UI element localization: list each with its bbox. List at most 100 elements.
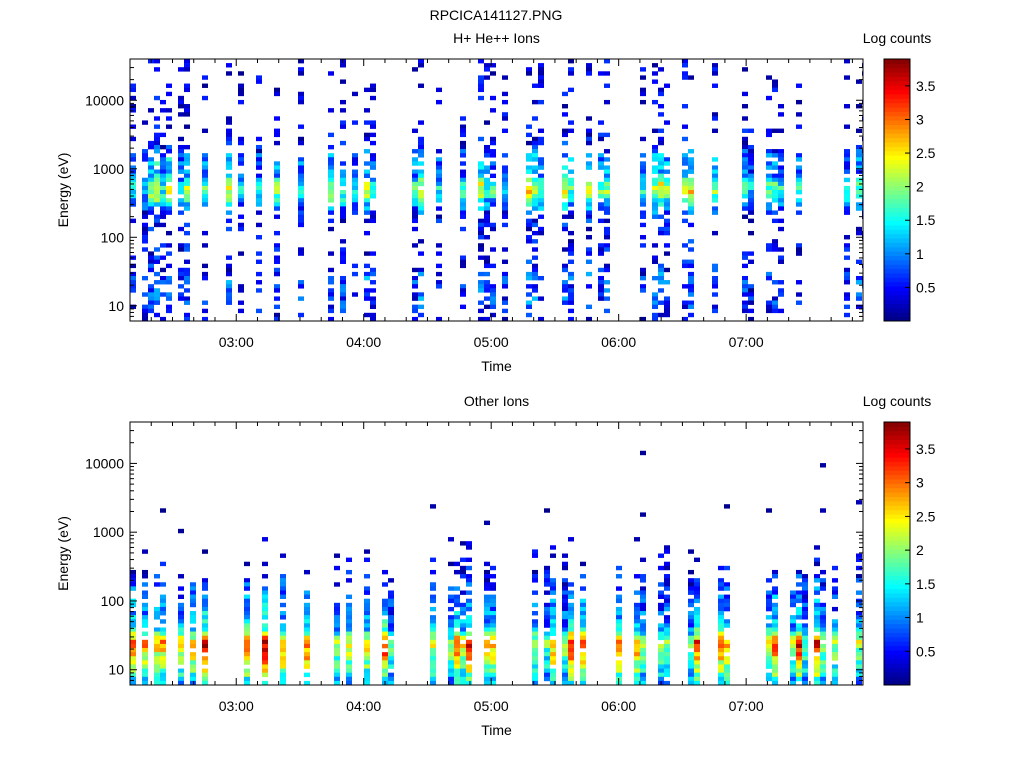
heatmap-cell — [532, 602, 538, 608]
heatmap-cell — [688, 271, 694, 277]
heatmap-cell — [772, 149, 778, 154]
heatmap-cell — [244, 623, 250, 628]
heatmap-cell — [532, 288, 538, 293]
heatmap-cell — [724, 602, 730, 608]
heatmap-cell — [130, 198, 136, 203]
heatmap-cell — [580, 680, 586, 686]
heatmap-cell — [778, 104, 784, 109]
heatmap-cell — [418, 267, 424, 273]
heatmap-cell — [688, 247, 694, 252]
heatmap-cell — [382, 668, 388, 673]
heatmap-cell — [418, 271, 424, 277]
heatmap-cell — [856, 652, 862, 657]
heatmap-cell — [418, 251, 424, 256]
heatmap-cell — [544, 668, 550, 673]
heatmap-cell — [586, 218, 592, 224]
heatmap-cell — [142, 230, 148, 236]
heatmap-cell — [148, 144, 154, 150]
heatmap-cell — [538, 75, 544, 80]
colorbar-swatch — [884, 483, 910, 489]
heatmap-cell — [562, 623, 568, 628]
heatmap-cell — [790, 652, 796, 657]
heatmap-cell — [334, 619, 340, 624]
heatmap-cell — [238, 202, 244, 207]
heatmap-cell — [226, 63, 232, 68]
heatmap-cell — [160, 627, 166, 632]
heatmap-cell — [388, 615, 394, 620]
heatmap-cell — [160, 680, 166, 686]
heatmap-cell — [364, 136, 370, 142]
heatmap-cell — [328, 251, 334, 256]
colorbar-swatch — [884, 535, 910, 541]
heatmap-cell — [766, 173, 772, 179]
heatmap-cell — [844, 267, 850, 273]
colorbar-swatch — [884, 281, 910, 287]
heatmap-cell — [772, 656, 778, 661]
heatmap-cell — [568, 169, 574, 174]
heatmap-cell — [262, 656, 268, 661]
figure-file-title: RPCICA141127.PNG — [430, 7, 563, 23]
heatmap-cell — [856, 280, 862, 285]
heatmap-cell — [226, 177, 232, 183]
heatmap-cell — [190, 635, 196, 641]
heatmap-cell — [664, 549, 670, 554]
heatmap-cell — [346, 615, 352, 620]
heatmap-cell — [742, 161, 748, 166]
heatmap-cell — [274, 296, 280, 301]
heatmap-cell — [652, 214, 658, 219]
heatmap-cell — [226, 153, 232, 158]
heatmap-cell — [856, 643, 862, 649]
plot-area — [130, 422, 863, 685]
heatmap-cell — [178, 99, 184, 105]
heatmap-cell — [202, 643, 208, 649]
heatmap-cell — [490, 190, 496, 195]
plot-frame — [129, 58, 864, 322]
heatmap-cell — [274, 91, 280, 97]
heatmap-cell — [364, 292, 370, 297]
heatmap-cell — [802, 648, 808, 653]
heatmap-cell — [466, 565, 472, 571]
heatmap-cell — [490, 594, 496, 599]
heatmap-cell — [460, 149, 466, 154]
heatmap-cell — [142, 631, 148, 636]
heatmap-cell — [328, 71, 334, 76]
heatmap-cell — [664, 627, 670, 632]
heatmap-cell — [274, 206, 280, 211]
heatmap-cell — [484, 623, 490, 628]
heatmap-cell — [142, 177, 148, 183]
heatmap-cell — [340, 255, 346, 260]
heatmap-cell — [856, 149, 862, 154]
heatmap-cell — [436, 149, 442, 154]
heatmap-cell — [562, 631, 568, 636]
heatmap-cell — [364, 635, 370, 641]
heatmap-cell — [190, 586, 196, 591]
heatmap-cell — [346, 557, 352, 563]
heatmap-cell — [238, 71, 244, 76]
heatmap-cell — [388, 672, 394, 678]
heatmap-cell — [460, 668, 466, 673]
heatmap-cell — [202, 165, 208, 170]
heatmap-cell — [790, 672, 796, 678]
heatmap-cell — [778, 185, 784, 191]
heatmap-cell — [718, 615, 724, 620]
heatmap-cell — [340, 99, 346, 105]
heatmap-cell — [562, 222, 568, 228]
heatmap-cell — [352, 190, 358, 195]
colorbar-swatch — [884, 544, 910, 550]
heatmap-cell — [478, 288, 484, 293]
heatmap-cell — [796, 648, 802, 653]
heatmap-cell — [562, 128, 568, 133]
y-tick-label: 1000 — [93, 161, 124, 177]
heatmap-cell — [766, 194, 772, 199]
heatmap-cell — [598, 136, 604, 142]
heatmap-cell — [598, 185, 604, 191]
heatmap-cell — [538, 275, 544, 281]
heatmap-cell — [274, 165, 280, 170]
heatmap-cell — [580, 631, 586, 636]
heatmap-cell — [412, 308, 418, 314]
heatmap-cell — [604, 173, 610, 179]
heatmap-cell — [796, 594, 802, 599]
heatmap-cell — [580, 672, 586, 678]
colorbar-swatch — [884, 514, 910, 519]
heatmap-cell — [154, 116, 160, 121]
